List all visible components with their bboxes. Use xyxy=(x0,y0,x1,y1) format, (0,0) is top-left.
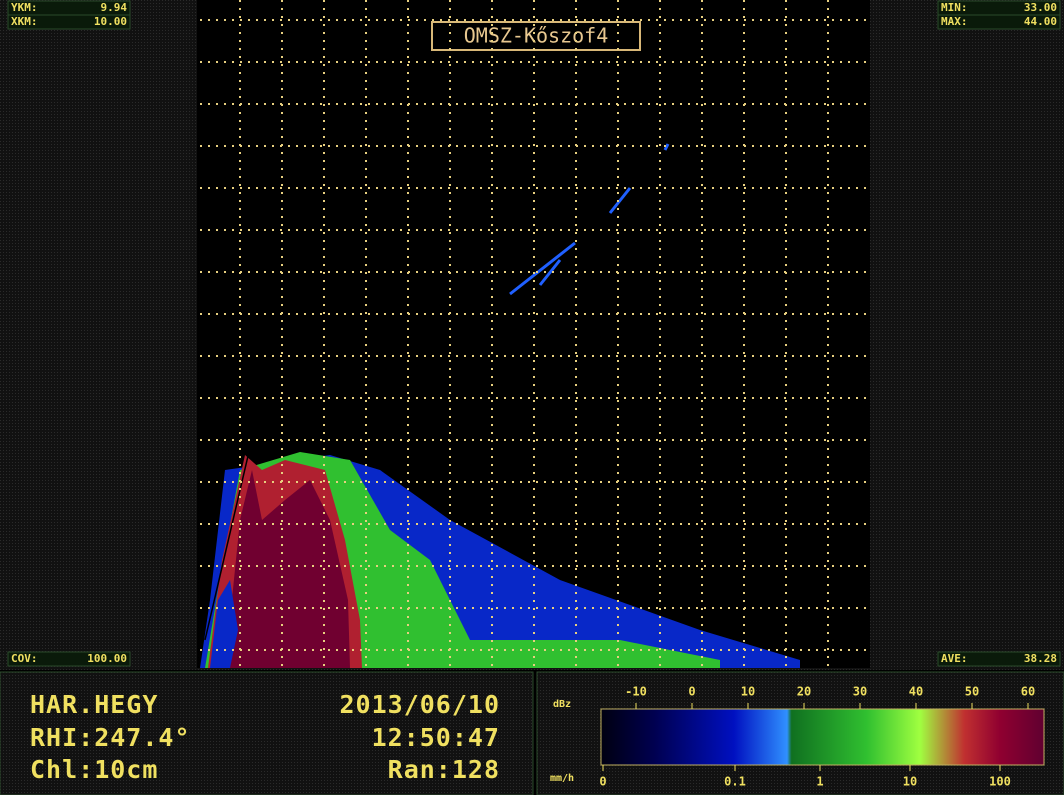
time: 12:50:47 xyxy=(372,723,500,752)
channel: Chl:10cm xyxy=(30,755,158,784)
corner-label: XKM: xyxy=(11,15,38,28)
title-box xyxy=(431,21,641,51)
dbz-tick: 20 xyxy=(797,685,811,699)
scan: RHI:247.4° xyxy=(30,723,191,752)
dbz-tick: 30 xyxy=(853,685,867,699)
corner-value: 33.00 xyxy=(1024,1,1057,14)
dbz-tick: 0 xyxy=(688,685,695,699)
corner-value: 44.00 xyxy=(1024,15,1057,28)
label-box xyxy=(7,14,131,30)
mmh-tick: 1 xyxy=(816,775,823,789)
label-box xyxy=(937,651,1061,667)
corner-value: 100.00 xyxy=(87,652,127,665)
corner-value: 10.00 xyxy=(94,15,127,28)
dbz-tick: 60 xyxy=(1021,685,1035,699)
corner-label: MAX: xyxy=(941,15,968,28)
mmh-tick: 10 xyxy=(903,775,917,789)
corner-value: 38.28 xyxy=(1024,652,1057,665)
mmh-tick: 0 xyxy=(599,775,606,789)
colorbar xyxy=(600,708,1045,766)
dbz-tick: 40 xyxy=(909,685,923,699)
label-box xyxy=(7,651,131,667)
unit-top: dBz xyxy=(553,699,571,710)
mmh-tick: 0.1 xyxy=(724,775,746,789)
dbz-tick: 10 xyxy=(741,685,755,699)
dbz-tick: -10 xyxy=(625,685,647,699)
radar-echo xyxy=(200,143,800,668)
dbz-tick: 50 xyxy=(965,685,979,699)
unit-bottom: mm/h xyxy=(550,773,574,784)
corner-label: MIN: xyxy=(941,1,968,14)
label-box xyxy=(937,14,1061,30)
station: HAR.HEGY xyxy=(30,690,158,719)
range: Ran:128 xyxy=(388,755,500,784)
date: 2013/06/10 xyxy=(339,690,500,719)
corner-label: COV: xyxy=(11,652,38,665)
corner-label: AVE: xyxy=(941,652,968,665)
mmh-tick: 100 xyxy=(989,775,1011,789)
info-panel xyxy=(0,671,534,795)
corner-label: YKM: xyxy=(11,1,38,14)
title: OMSZ-Kőszof4 xyxy=(464,24,609,48)
corner-value: 9.94 xyxy=(101,1,128,14)
